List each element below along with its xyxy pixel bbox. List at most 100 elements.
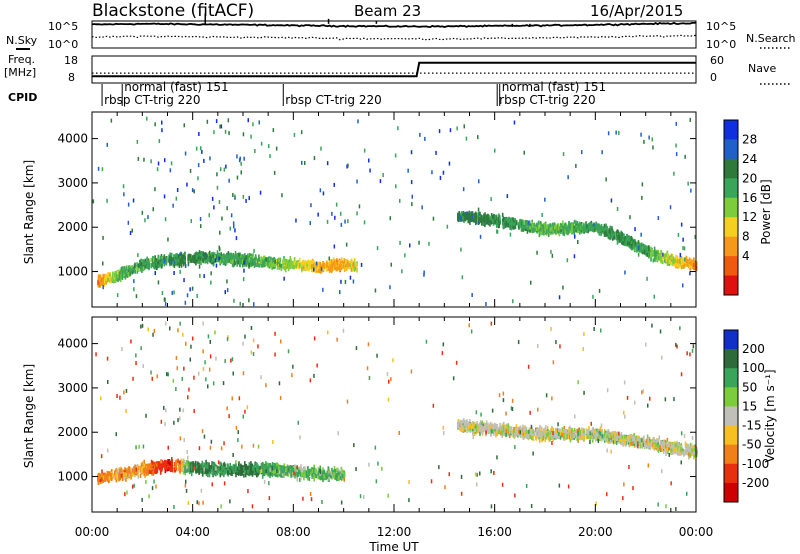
data-cell [657, 250, 660, 254]
data-cell [585, 226, 587, 231]
data-cell [551, 226, 553, 230]
data-cell [304, 264, 307, 269]
data-cell [509, 232, 512, 237]
data-cell [667, 253, 669, 258]
data-cell [496, 219, 498, 224]
data-cell [164, 217, 167, 222]
data-cell [345, 242, 348, 247]
data-cell [127, 202, 130, 207]
data-cell [281, 193, 283, 198]
data-cell [664, 258, 666, 263]
data-cell [133, 266, 136, 271]
data-cell [470, 217, 472, 222]
data-cell [468, 216, 470, 221]
data-cell [407, 168, 409, 173]
data-cell [578, 227, 581, 232]
data-cell [200, 224, 202, 229]
data-cell [360, 262, 363, 267]
data-cell [508, 218, 511, 223]
data-cell [646, 276, 648, 281]
data-cell [432, 216, 435, 221]
data-cell [605, 233, 607, 237]
data-cell [465, 136, 468, 141]
data-cell [335, 202, 338, 207]
data-cell [401, 269, 403, 274]
data-cell [477, 216, 479, 221]
data-cell [571, 228, 573, 233]
data-cell [409, 243, 411, 248]
data-cell [650, 251, 652, 256]
data-cell [496, 229, 499, 234]
data-cell [178, 263, 180, 268]
data-cell [557, 226, 560, 231]
data-cell [262, 255, 265, 260]
data-cell [169, 257, 171, 262]
data-cell [226, 279, 228, 284]
data-cell [313, 263, 316, 268]
data-cell [603, 223, 606, 228]
data-cell [435, 150, 437, 155]
data-cell [197, 176, 199, 181]
data-cell [288, 262, 290, 267]
data-cell [127, 265, 130, 270]
data-cell [670, 260, 673, 265]
data-cell [309, 264, 311, 268]
data-cell [168, 254, 170, 259]
data-cell [144, 265, 146, 270]
data-cell [541, 224, 543, 229]
data-cell [245, 261, 247, 266]
data-cell [236, 154, 238, 159]
data-cell [244, 260, 246, 265]
data-cell [651, 253, 653, 258]
data-cell [546, 225, 548, 230]
data-cell [615, 130, 617, 135]
data-cell [442, 170, 445, 175]
data-cell [129, 271, 132, 276]
data-cell [609, 225, 611, 230]
data-cell [460, 247, 462, 252]
data-cell [320, 146, 322, 151]
data-cell [600, 224, 603, 228]
data-cell [347, 163, 349, 168]
data-cell [317, 265, 320, 270]
y-tick-label: 3000 [57, 176, 88, 190]
data-cell [209, 156, 211, 161]
data-cell [544, 197, 546, 202]
data-cell [634, 227, 636, 232]
data-cell [215, 263, 218, 268]
data-cell [263, 262, 266, 267]
data-cell [456, 126, 458, 131]
data-cell [278, 257, 281, 262]
data-cell [490, 197, 492, 202]
data-cell [609, 231, 611, 236]
data-cell [109, 276, 111, 281]
data-cell [566, 226, 568, 231]
data-cell [190, 258, 192, 263]
data-cell [97, 280, 100, 285]
data-cell [498, 218, 500, 223]
data-cell [326, 265, 328, 270]
data-cell [207, 257, 209, 262]
data-cell [619, 234, 621, 239]
data-cell [581, 150, 583, 155]
data-cell [121, 276, 124, 280]
data-cell [224, 290, 226, 295]
data-cell [198, 259, 200, 264]
data-cell [307, 266, 310, 271]
data-cell [97, 274, 100, 279]
data-cell [242, 194, 245, 199]
data-cell [97, 283, 100, 288]
data-cell [229, 254, 232, 259]
data-cell [229, 252, 232, 257]
data-cell [110, 475, 112, 480]
data-cell [128, 266, 131, 271]
data-cell [173, 254, 175, 259]
data-cell [275, 261, 278, 266]
data-cell [127, 271, 130, 276]
data-cell [264, 255, 266, 260]
data-cell [514, 225, 517, 230]
data-cell [630, 236, 633, 241]
data-cell [293, 257, 296, 261]
data-cell [186, 293, 189, 298]
data-cell [161, 291, 164, 295]
